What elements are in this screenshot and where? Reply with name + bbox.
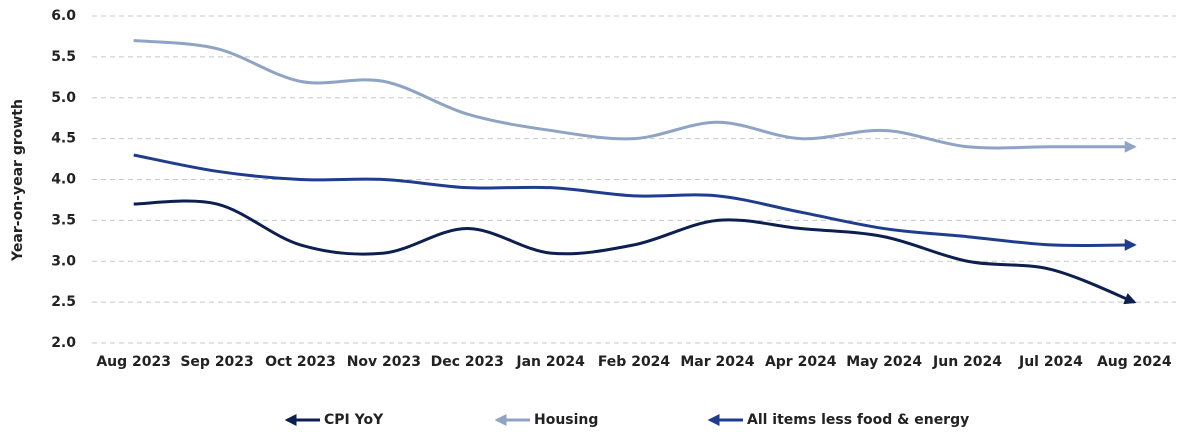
x-tick-label: Aug 2023: [96, 354, 171, 370]
y-tick-label: 4.0: [51, 172, 76, 188]
y-axis-label: Year-on-year growth: [10, 99, 26, 262]
x-tick-label: Aug 2024: [1097, 354, 1172, 370]
x-tick-label: Mar 2024: [680, 354, 754, 370]
y-tick-label: 2.5: [51, 294, 76, 310]
x-tick-label: Apr 2024: [765, 354, 837, 370]
x-tick-label: Nov 2023: [347, 354, 421, 370]
series-line: [133, 199, 1137, 305]
y-tick-label: 5.5: [51, 49, 76, 65]
y-tick-label: 3.0: [51, 253, 76, 269]
x-tick-label: Feb 2024: [598, 354, 671, 370]
x-tick-label: Dec 2023: [431, 354, 504, 370]
x-tick-label: Jun 2024: [932, 354, 1002, 370]
series-line: [133, 153, 1137, 251]
legend-label: Housing: [534, 412, 598, 428]
x-tick-label: May 2024: [846, 354, 922, 370]
y-tick-label: 5.0: [51, 90, 76, 106]
legend-label: All items less food & energy: [747, 412, 969, 428]
y-tick-label: 3.5: [51, 212, 76, 228]
y-tick-label: 2.0: [51, 335, 76, 351]
x-tick-label: Oct 2023: [265, 354, 336, 370]
y-tick-label: 4.5: [51, 131, 76, 147]
x-tick-label: Jul 2024: [1018, 354, 1083, 370]
x-tick-label: Sep 2023: [180, 354, 253, 370]
series-line: [133, 39, 1137, 153]
legend-label: CPI YoY: [324, 412, 384, 428]
x-tick-label: Jan 2024: [515, 354, 585, 370]
y-tick-label: 6.0: [51, 8, 76, 24]
